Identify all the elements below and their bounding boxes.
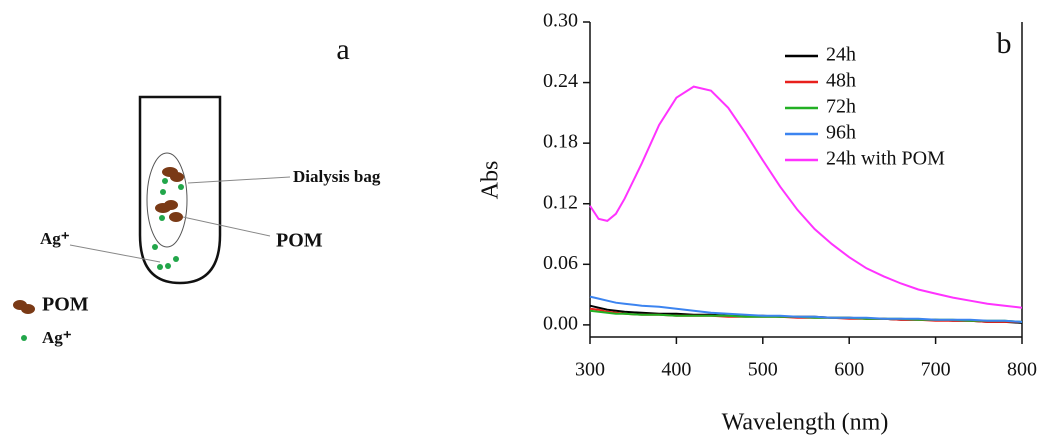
x-tick-label: 600 <box>834 359 864 381</box>
y-tick-label: 0.24 <box>543 70 578 92</box>
dialysis-label: Dialysis bag <box>293 167 381 186</box>
ag-label: Ag⁺ <box>40 229 70 248</box>
legend-text: POM <box>42 294 89 316</box>
legend-text: Ag⁺ <box>42 328 72 347</box>
y-axis-title: Abs <box>478 161 504 200</box>
series-line <box>589 295 1023 323</box>
x-tick-label: 400 <box>661 359 691 381</box>
series-line <box>589 85 1023 309</box>
panel-label: b <box>997 27 1012 60</box>
dialysis-bag <box>146 152 188 248</box>
legend-label: 96h <box>826 122 856 144</box>
ag-particles <box>152 178 184 270</box>
y-tick-label: 0.30 <box>543 10 578 32</box>
x-tick-label: 700 <box>921 359 951 381</box>
x-tick-label: 800 <box>1007 359 1037 381</box>
y-tick-label: 0.18 <box>543 131 578 153</box>
legend-ag-icon <box>21 335 27 341</box>
y-tick-label: 0.12 <box>543 191 578 213</box>
legend-label: 24h with POM <box>826 148 945 170</box>
x-axis-title: Wavelength (nm) <box>722 410 889 436</box>
x-tick-label: 500 <box>748 359 778 381</box>
panel-label: a <box>336 33 349 66</box>
x-tick-label: 300 <box>575 359 605 381</box>
legend-label: 48h <box>826 70 856 92</box>
leader-lines <box>69 176 291 263</box>
pom-particles <box>155 167 184 222</box>
legend-label: 24h <box>826 44 856 66</box>
tube <box>138 95 222 285</box>
y-tick-label: 0.00 <box>543 312 578 334</box>
legend-label: 72h <box>826 96 856 118</box>
legend-pom-icon <box>21 304 35 314</box>
y-tick-label: 0.06 <box>543 252 578 274</box>
pom-label: POM <box>276 230 323 252</box>
